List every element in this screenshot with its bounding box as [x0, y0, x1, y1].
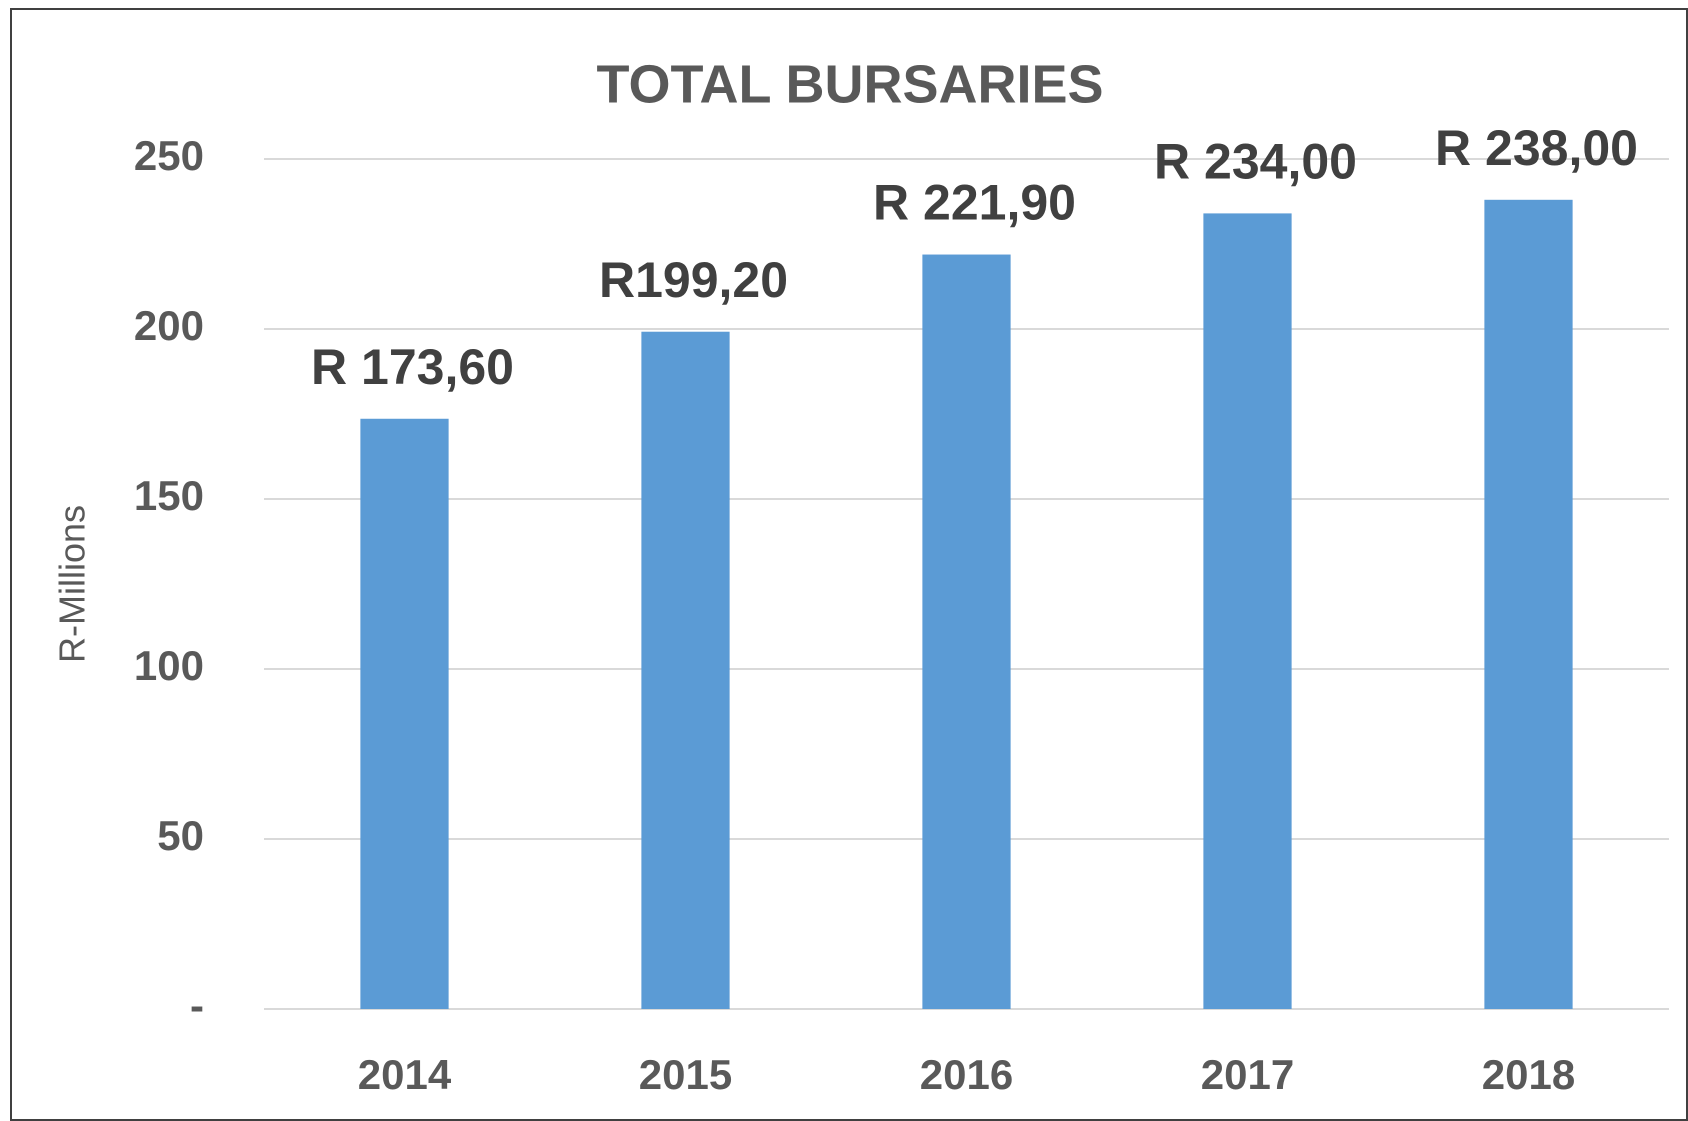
bar [360, 418, 449, 1009]
y-tick-label: 250 [134, 132, 204, 179]
x-tick-label: 2017 [1201, 1051, 1294, 1098]
chart-title: TOTAL BURSARIES [596, 54, 1103, 114]
bar [1203, 213, 1292, 1009]
data-label: R 221,90 [873, 175, 1076, 231]
data-label: R 238,00 [1435, 120, 1638, 176]
bar [1484, 199, 1573, 1010]
y-tick-label: - [190, 982, 204, 1029]
y-tick-label: 100 [134, 642, 204, 689]
y-tick-label: 200 [134, 302, 204, 349]
chart-frame [10, 8, 1688, 1121]
y-tick-label: 150 [134, 472, 204, 519]
data-label: R199,20 [599, 252, 788, 308]
y-tick-label: 50 [157, 812, 204, 859]
x-tick-label: 2015 [639, 1051, 732, 1098]
data-label: R 173,60 [311, 339, 514, 395]
data-label: R 234,00 [1154, 134, 1357, 190]
bar [922, 254, 1011, 1010]
y-axis-label: R-Millions [52, 505, 93, 663]
x-tick-label: 2014 [358, 1051, 452, 1098]
x-tick-label: 2016 [920, 1051, 1013, 1098]
bar [641, 331, 730, 1010]
x-tick-label: 2018 [1482, 1051, 1575, 1098]
